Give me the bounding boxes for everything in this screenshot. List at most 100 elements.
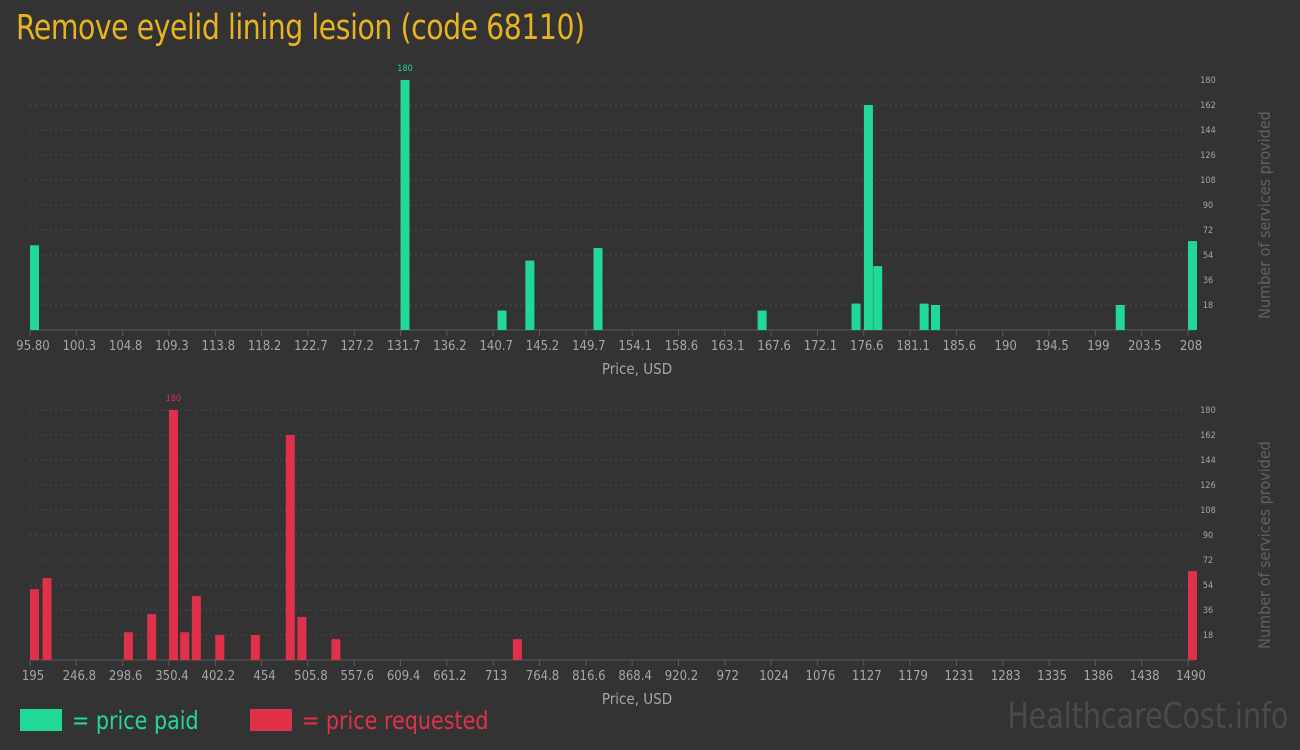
x-tick-label: 113.8	[202, 339, 235, 354]
watermark: HealthcareCost.info	[1006, 696, 1288, 737]
x-tick-label: 1490	[1176, 669, 1206, 684]
x-tick-label: 145.2	[526, 339, 559, 354]
requested-bar	[123, 632, 133, 660]
paid-bar	[497, 310, 507, 330]
paid-bar	[873, 266, 883, 330]
y-axis-title: Number of services provided	[1255, 441, 1274, 649]
legend-swatch-requested	[250, 709, 292, 731]
y-tick-label: 126	[1200, 151, 1215, 161]
x-tick-label: 118.2	[248, 339, 281, 354]
legend-price-requested: = price requested	[250, 702, 505, 738]
x-tick-label: 95.80	[16, 339, 49, 354]
y-tick-label: 18	[1203, 301, 1213, 311]
peak-data-label: 180	[397, 64, 412, 74]
x-tick-label: 122.7	[294, 339, 327, 354]
paid-bar	[1188, 241, 1197, 330]
x-tick-label: 350.4	[155, 669, 188, 684]
x-tick-label: 1438	[1130, 669, 1160, 684]
peak-data-label: 180	[166, 394, 181, 404]
x-tick-label: 816.6	[572, 669, 605, 684]
requested-bar	[297, 616, 307, 660]
requested-bar	[147, 614, 157, 660]
x-axis-title: Price, USD	[602, 690, 672, 708]
y-tick-label: 54	[1203, 581, 1213, 591]
paid-bar	[919, 303, 929, 330]
x-tick-label: 1283	[991, 669, 1021, 684]
requested-bar	[1188, 571, 1197, 660]
y-tick-label: 36	[1203, 606, 1213, 616]
x-tick-label: 1231	[945, 669, 975, 684]
legend-label-paid: = price paid	[72, 705, 199, 735]
x-tick-label: 131.7	[387, 339, 420, 354]
x-tick-label: 158.6	[665, 339, 698, 354]
y-tick-label: 162	[1200, 101, 1215, 111]
y-tick-label: 72	[1203, 556, 1213, 566]
legend-price-paid: = price paid	[20, 702, 210, 738]
x-tick-label: 109.3	[155, 339, 188, 354]
paid-bar	[931, 305, 941, 330]
requested-bar	[512, 639, 522, 660]
x-tick-label: 154.1	[618, 339, 651, 354]
x-tick-label: 163.1	[711, 339, 744, 354]
page-title: Remove eyelid lining lesion (code 68110)	[16, 8, 585, 48]
y-tick-label: 144	[1200, 456, 1215, 466]
x-tick-label: 661.2	[433, 669, 466, 684]
x-tick-label: 920.2	[665, 669, 698, 684]
x-tick-label: 190	[995, 339, 1017, 354]
x-tick-label: 1179	[898, 669, 928, 684]
x-tick-label: 1076	[806, 669, 836, 684]
requested-bar	[42, 578, 52, 660]
x-tick-label: 208	[1180, 339, 1202, 354]
legend-swatch-paid	[20, 709, 62, 731]
y-tick-label: 180	[1200, 406, 1215, 416]
x-tick-label: 167.6	[757, 339, 790, 354]
y-tick-label: 36	[1203, 276, 1213, 286]
x-tick-label: 713	[485, 669, 507, 684]
y-tick-label: 90	[1203, 201, 1213, 211]
x-tick-label: 868.4	[618, 669, 651, 684]
paid-bar	[400, 80, 410, 330]
y-tick-label: 90	[1203, 531, 1213, 541]
x-axis-title: Price, USD	[602, 360, 672, 378]
x-tick-label: 195	[22, 669, 44, 684]
paid-bar	[851, 303, 861, 330]
y-tick-label: 144	[1200, 126, 1215, 136]
y-tick-label: 180	[1200, 76, 1215, 86]
y-tick-label: 18	[1203, 631, 1213, 641]
y-tick-label: 108	[1200, 506, 1215, 516]
requested-bar	[30, 589, 39, 660]
x-tick-label: 194.5	[1035, 339, 1068, 354]
paid-bar	[1115, 305, 1125, 330]
x-tick-label: 764.8	[526, 669, 559, 684]
x-tick-label: 298.6	[109, 669, 142, 684]
x-tick-label: 203.5	[1128, 339, 1161, 354]
x-tick-label: 140.7	[479, 339, 512, 354]
x-tick-label: 176.6	[850, 339, 883, 354]
requested-bar	[168, 410, 178, 660]
requested-bar	[331, 639, 341, 660]
x-tick-label: 136.2	[433, 339, 466, 354]
x-tick-label: 972	[717, 669, 739, 684]
x-tick-label: 149.7	[572, 339, 605, 354]
y-tick-label: 72	[1203, 226, 1213, 236]
x-tick-label: 609.4	[387, 669, 420, 684]
x-tick-label: 185.6	[943, 339, 976, 354]
requested-bar	[250, 635, 260, 660]
x-tick-label: 199	[1087, 339, 1109, 354]
requested-bar	[191, 596, 201, 660]
x-tick-label: 557.6	[340, 669, 373, 684]
y-tick-label: 126	[1200, 481, 1215, 491]
legend-label-requested: = price requested	[302, 705, 489, 735]
x-tick-label: 1386	[1083, 669, 1113, 684]
x-tick-label: 402.2	[202, 669, 235, 684]
paid-bar	[525, 260, 535, 330]
paid-bar	[593, 248, 603, 330]
requested-bar	[215, 635, 225, 660]
x-tick-label: 246.8	[63, 669, 96, 684]
x-tick-label: 127.2	[340, 339, 373, 354]
y-axis-title: Number of services provided	[1255, 111, 1274, 319]
paid-bar	[863, 105, 873, 330]
price-requested-chart: 18 36 54 72 90 108 126 144 162 180 195 246.8 298.6 35…	[22, 394, 1274, 708]
x-tick-label: 454	[253, 669, 275, 684]
paid-bar	[30, 245, 39, 330]
